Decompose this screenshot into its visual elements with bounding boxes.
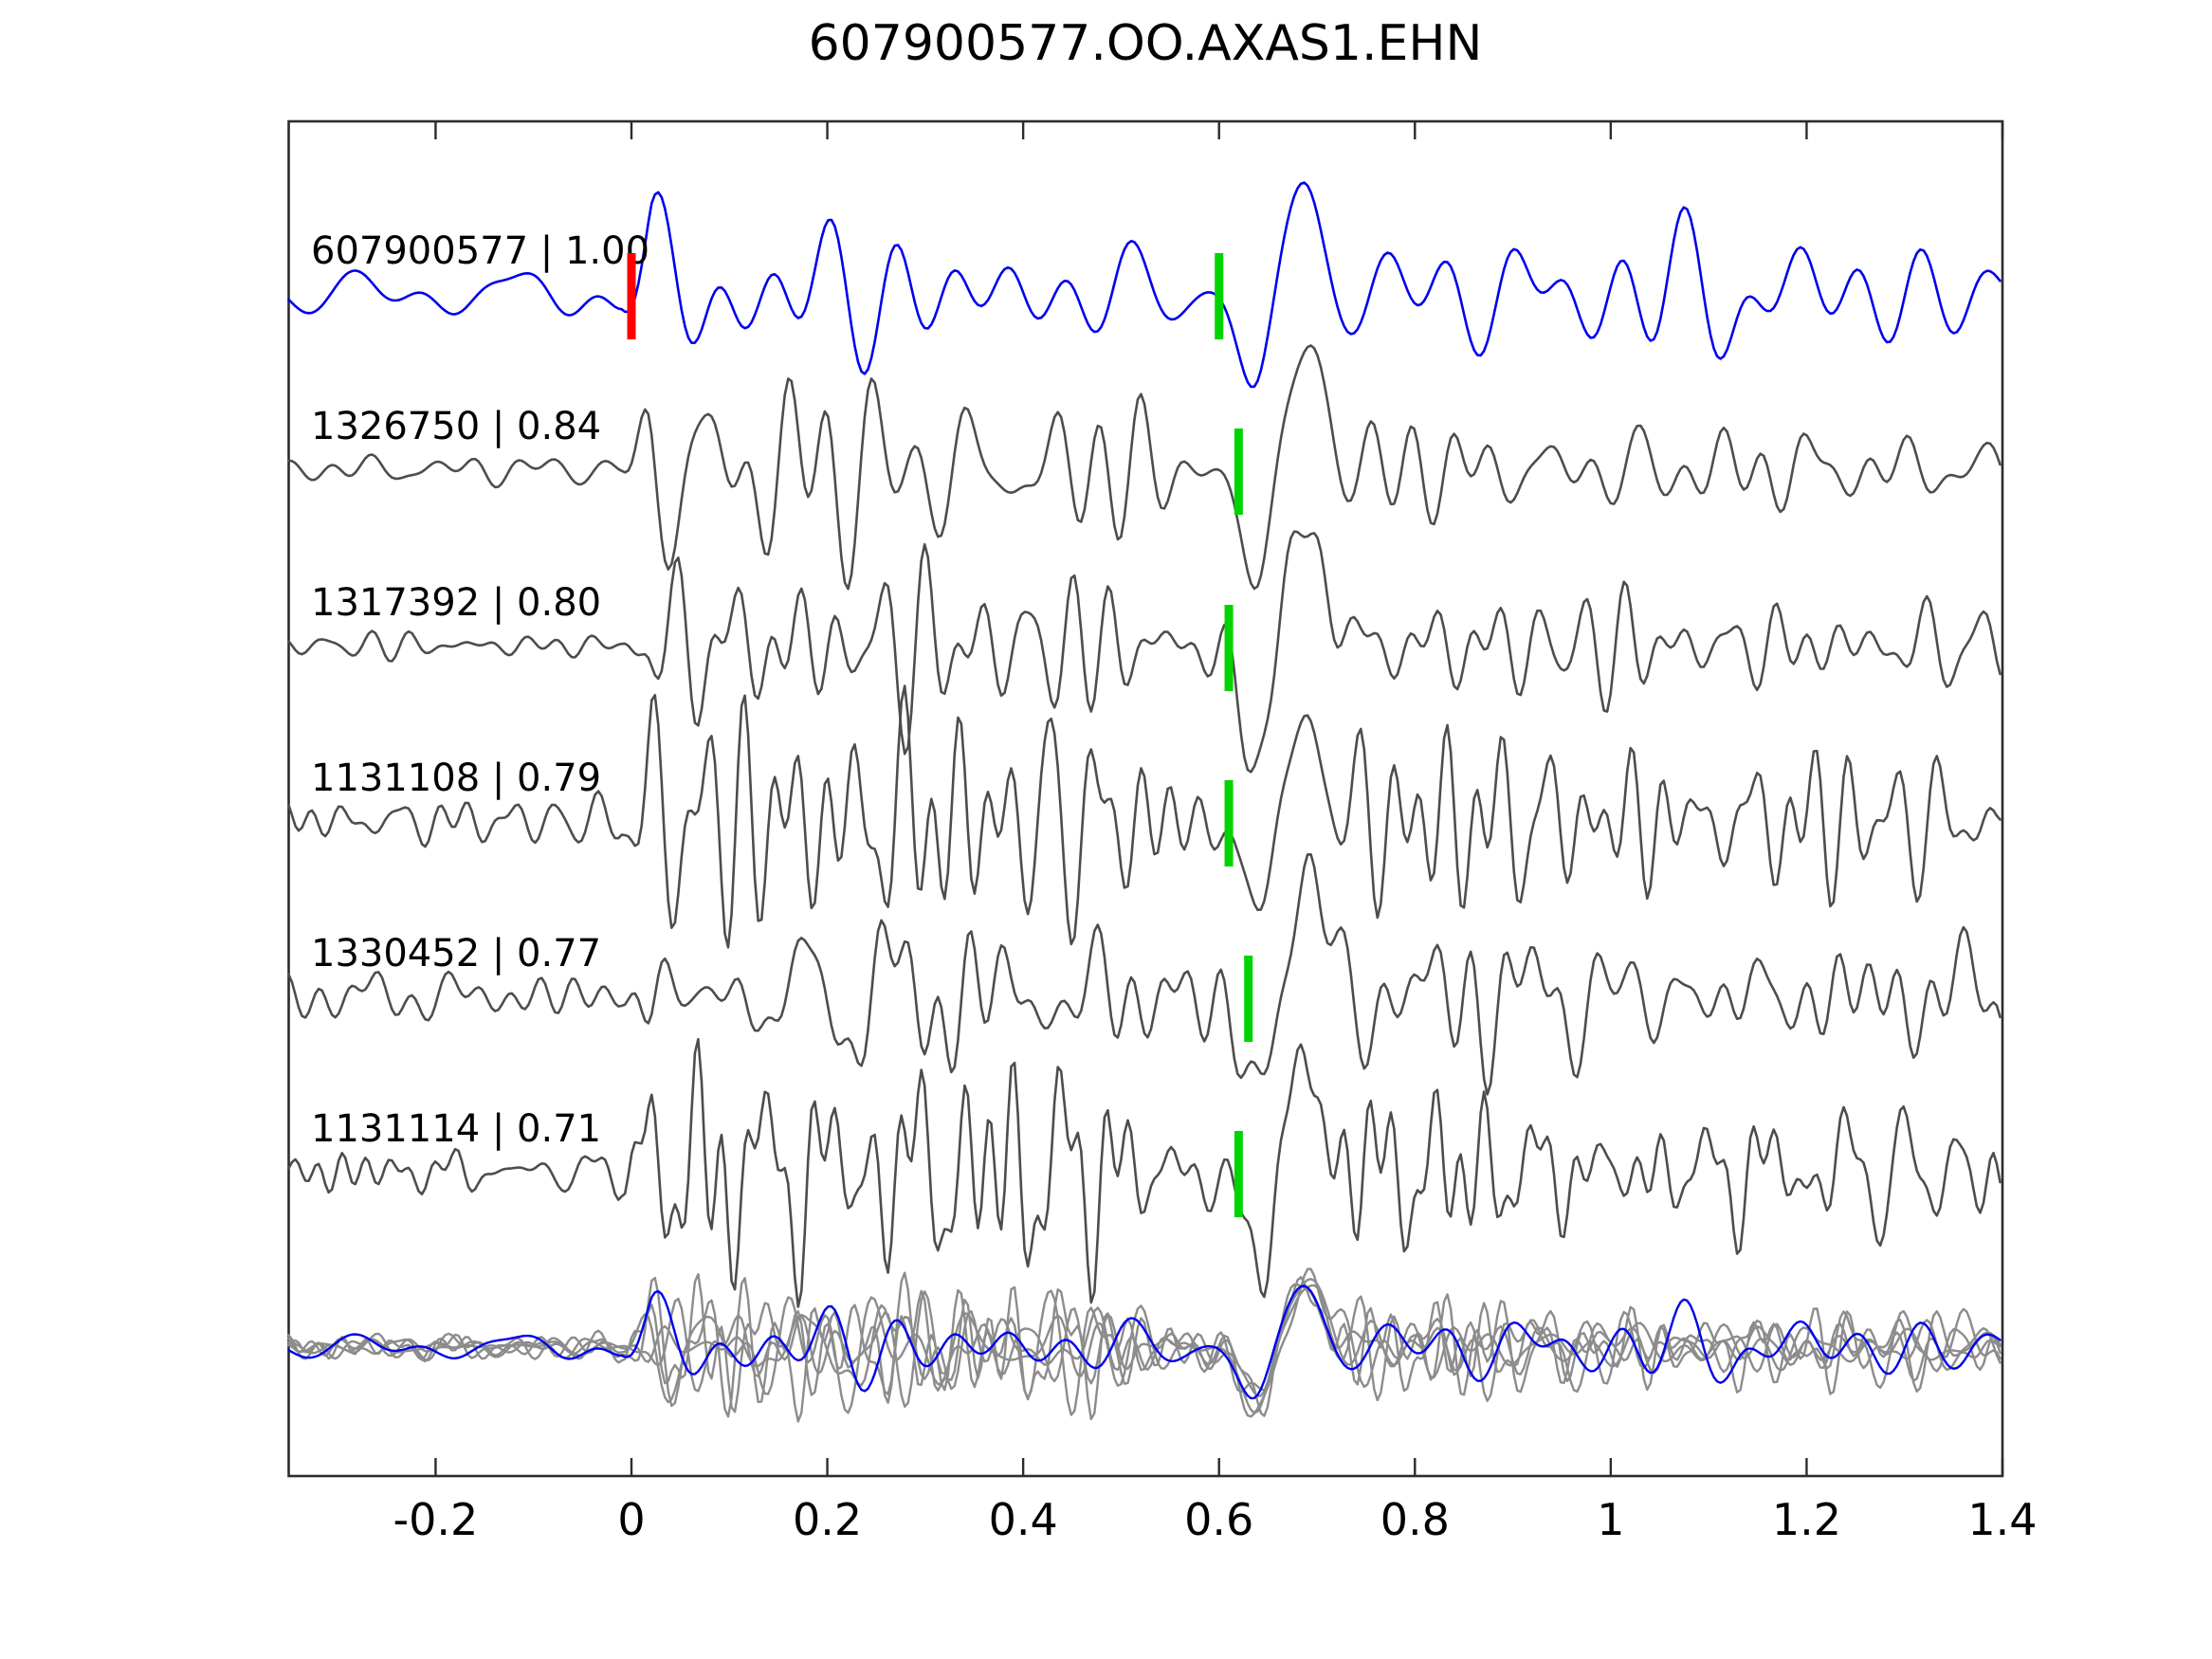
trace-label-1317392: 1317392 | 0.80 — [311, 581, 601, 625]
x-tick-label: 0.2 — [793, 1494, 862, 1545]
pick-marker-1330452 — [1244, 956, 1253, 1042]
waveform-1131108 — [287, 684, 2002, 949]
x-tick-label: 0.4 — [989, 1494, 1058, 1545]
overlay-waveform-1326750 — [287, 1277, 2002, 1414]
trace-label-1326750: 1326750 | 0.84 — [311, 405, 601, 448]
trace-label-1131114: 1131114 | 0.71 — [311, 1107, 601, 1151]
x-tick-label: -0.2 — [393, 1494, 479, 1545]
waveform-607900577 — [287, 181, 2002, 389]
origin-time-marker — [627, 253, 636, 339]
x-tick-label: 0 — [617, 1494, 645, 1545]
waveform-1330452 — [287, 852, 2002, 1096]
waveform-1317392 — [287, 530, 2002, 774]
axes-frame — [287, 119, 2004, 1478]
pick-marker-607900577 — [1215, 253, 1224, 339]
waveform-1131114 — [287, 1037, 2002, 1308]
figure-title: 607900577.OO.AXAS1.EHN — [808, 15, 1483, 72]
x-tick-label: 1 — [1597, 1494, 1624, 1545]
x-tick-label: 1.4 — [1967, 1494, 2037, 1545]
trace-label-607900577: 607900577 | 1.00 — [311, 229, 649, 273]
overlay-waveform-1131108 — [287, 1271, 2002, 1418]
pick-marker-1326750 — [1234, 428, 1243, 515]
overlay-waveform-1330452 — [287, 1267, 2002, 1403]
trace-label-1131108: 1131108 | 0.79 — [311, 757, 601, 800]
pick-marker-1131108 — [1224, 780, 1234, 866]
x-tick-label: 0.6 — [1184, 1494, 1253, 1545]
x-tick-label: 1.2 — [1772, 1494, 1841, 1545]
pick-marker-1131114 — [1234, 1131, 1243, 1217]
x-tick-label: 0.8 — [1380, 1494, 1450, 1545]
overlay-waveform-607900577 — [287, 1285, 2002, 1400]
pick-marker-1317392 — [1224, 605, 1234, 691]
trace-label-1330452: 1330452 | 0.77 — [311, 932, 601, 975]
waveform-1326750 — [287, 344, 2002, 591]
